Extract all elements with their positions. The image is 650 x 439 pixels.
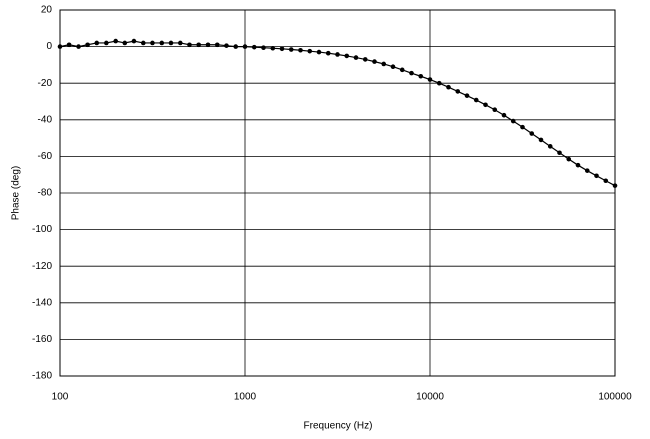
x-tick-label: 10000	[416, 392, 444, 403]
data-point	[547, 144, 553, 149]
data-point	[140, 40, 146, 46]
data-point	[575, 162, 581, 168]
data-point	[57, 44, 63, 49]
y-tick-label: -120	[32, 261, 52, 272]
y-tick-label: -60	[38, 151, 53, 162]
data-point	[529, 131, 535, 136]
y-tick-label: -140	[32, 297, 52, 308]
x-axis-label: Frequency (Hz)	[304, 421, 373, 432]
data-point	[242, 44, 248, 49]
data-point	[501, 112, 507, 118]
data-point	[492, 107, 498, 113]
x-tick-label: 100	[52, 392, 69, 403]
data-point	[233, 44, 239, 49]
data-point	[113, 38, 118, 44]
data-point	[436, 80, 442, 86]
y-tick-label: -20	[38, 78, 53, 89]
data-point	[66, 42, 72, 48]
data-point	[150, 40, 155, 46]
data-point	[94, 40, 100, 46]
data-point	[159, 40, 165, 46]
data-point	[603, 178, 609, 184]
data-point	[214, 42, 220, 48]
data-point	[224, 43, 229, 48]
data-point	[307, 48, 313, 54]
x-tick-label: 1000	[234, 392, 257, 403]
data-point	[418, 73, 424, 79]
data-point	[205, 42, 211, 48]
data-point	[335, 52, 340, 57]
data-point	[353, 55, 359, 60]
data-point	[464, 93, 470, 98]
data-point	[594, 173, 599, 179]
data-point	[557, 150, 562, 156]
y-tick-label: -100	[32, 224, 52, 235]
data-point	[270, 45, 276, 51]
data-point	[399, 67, 405, 73]
data-point	[122, 40, 128, 46]
y-tick-label: -80	[38, 188, 53, 199]
data-point	[261, 45, 266, 50]
data-point	[76, 44, 81, 49]
data-point	[168, 40, 174, 46]
data-point	[187, 42, 192, 48]
data-point	[612, 183, 618, 188]
data-point	[288, 47, 294, 52]
data-point	[279, 46, 285, 52]
x-tick-label: 100000	[598, 392, 632, 403]
data-point	[372, 59, 377, 64]
data-point	[131, 38, 137, 44]
data-point	[298, 47, 303, 53]
data-point	[473, 97, 479, 103]
data-point	[85, 42, 90, 48]
data-point	[538, 137, 544, 143]
data-point	[251, 44, 257, 50]
data-point	[409, 70, 414, 76]
data-point	[196, 42, 202, 48]
data-point	[325, 50, 331, 56]
data-point	[446, 84, 451, 90]
data-point	[178, 40, 183, 46]
data-point	[510, 118, 516, 124]
y-tick-label: 20	[41, 5, 53, 16]
data-point	[316, 49, 322, 55]
y-axis-label: Phase (deg)	[11, 166, 22, 220]
data-point	[390, 64, 396, 70]
data-point	[427, 77, 433, 82]
data-point	[104, 40, 109, 46]
data-point	[344, 53, 350, 59]
data-point	[455, 89, 461, 94]
data-point	[381, 61, 387, 67]
data-point	[566, 156, 572, 162]
y-tick-label: -160	[32, 334, 52, 345]
y-tick-label: 0	[46, 41, 52, 52]
data-point	[483, 102, 488, 108]
y-tick-label: -40	[38, 114, 53, 125]
data-point	[362, 57, 368, 62]
data-point	[520, 124, 525, 130]
y-tick-label: -180	[32, 371, 52, 382]
data-point	[584, 168, 590, 173]
